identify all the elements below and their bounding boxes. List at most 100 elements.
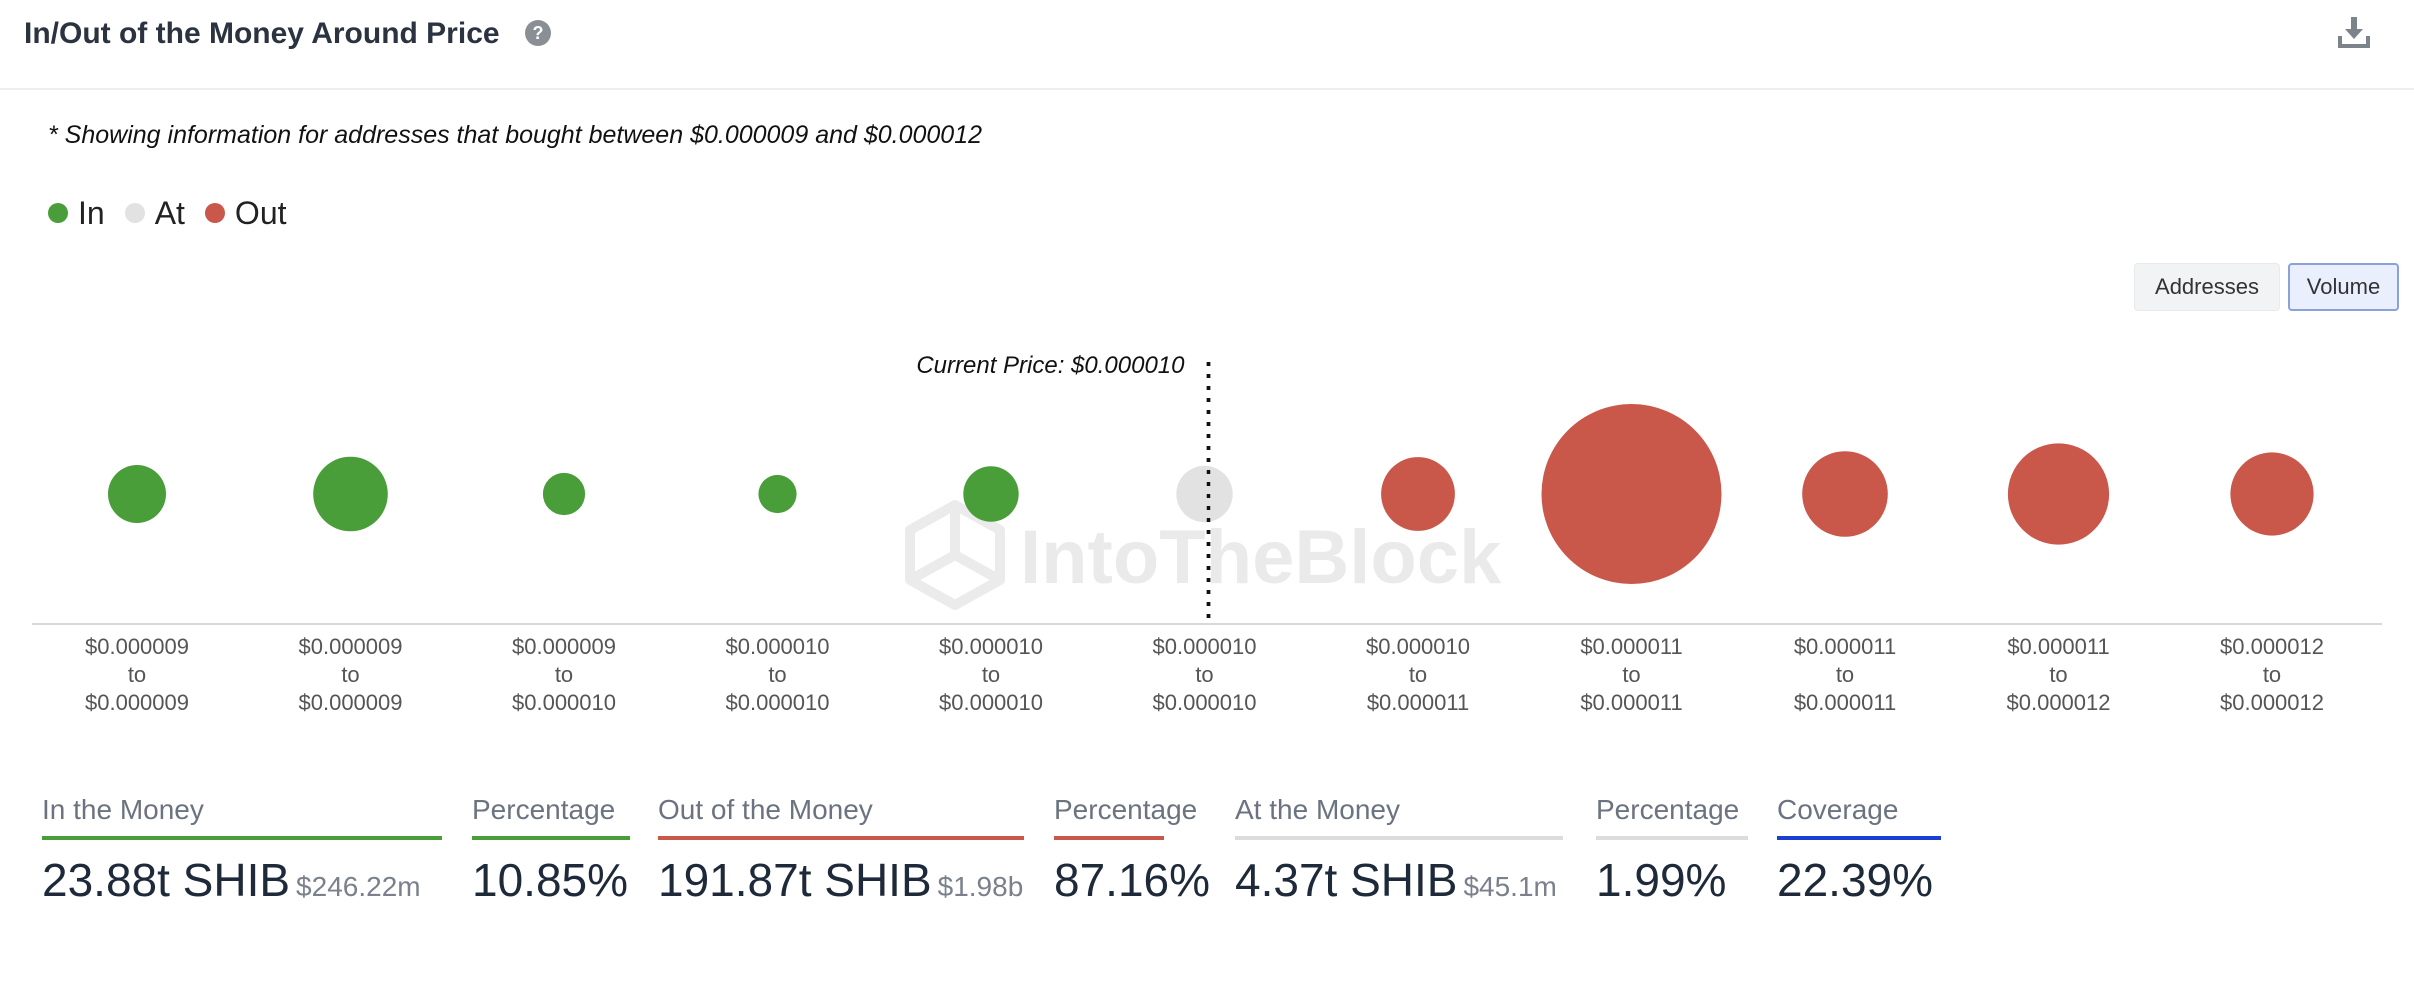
legend-at-marker	[124, 203, 145, 223]
page-title: In/Out of the Money Around Price	[24, 17, 500, 50]
bubble-in	[542, 472, 586, 516]
x-tick-label: $0.000009	[299, 634, 403, 659]
stat-main-value: 1.99%	[1596, 854, 1727, 906]
x-tick-label: to	[2049, 662, 2067, 687]
watermark-logo	[905, 500, 1005, 610]
x-tick-label: to	[2263, 662, 2281, 687]
x-tick-label: to	[1409, 662, 1427, 687]
stat-usd-value: $246.22m	[296, 871, 421, 902]
current-price-label: Current Price: $0.000010	[916, 352, 1185, 379]
x-tick-label: $0.000010	[939, 634, 1043, 659]
stat-coverage: Coverage 22.39%	[1777, 790, 1941, 920]
stat-usd-value: $45.1m	[1463, 871, 1557, 902]
stat-in-the-money: In the Money 23.88t SHIB $246.22m	[42, 790, 442, 920]
x-tick-label: $0.000009	[85, 690, 189, 715]
x-tick-label: $0.000010	[1153, 634, 1257, 659]
x-tick-label: $0.000009	[85, 634, 189, 659]
stat-underline	[1235, 836, 1563, 840]
stat-value: 22.39%	[1777, 852, 1941, 920]
stat-value: 4.37t SHIB $45.1m	[1235, 852, 1563, 920]
stat-value: 1.99%	[1596, 852, 1748, 920]
volume-toggle-button[interactable]: Volume	[2288, 263, 2399, 311]
stat-main-value: 22.39%	[1777, 854, 1934, 906]
legend-at-label: At	[154, 195, 185, 231]
stat-percentage: Percentage 1.99%	[1596, 790, 1748, 920]
legend-item-in[interactable]: In	[48, 193, 105, 233]
stat-label: Percentage	[1054, 794, 1198, 825]
stat-main-value: 191.87t SHIB	[658, 854, 932, 906]
bubble-out	[2230, 452, 2314, 536]
x-tick-label: $0.000012	[2007, 690, 2111, 715]
x-tick-label: $0.000011	[1580, 690, 1682, 715]
x-tick-label: $0.000010	[1153, 690, 1257, 715]
x-tick-label: $0.000011	[1367, 690, 1469, 715]
stat-underline	[658, 836, 1024, 840]
legend-item-out[interactable]: Out	[204, 193, 287, 233]
stat-underline	[1777, 836, 1941, 840]
x-tick-label: $0.000009	[299, 690, 403, 715]
bubble-in	[758, 474, 797, 514]
x-tick-label: $0.000012	[2220, 690, 2324, 715]
x-tick-label: to	[768, 662, 786, 687]
x-tick-label: to	[1195, 662, 1213, 687]
bubble-in	[313, 456, 388, 532]
stat-main-value: 10.85%	[472, 854, 629, 906]
x-tick-label: $0.000010	[939, 690, 1043, 715]
x-tick-label: to	[128, 662, 146, 687]
stat-percentage: Percentage 10.85%	[472, 790, 630, 920]
stat-percentage: Percentage 87.16%	[1054, 790, 1210, 920]
stat-label: Out of the Money	[658, 794, 873, 825]
bubble-in	[963, 466, 1019, 522]
stat-value: 191.87t SHIB $1.98b	[658, 852, 1024, 920]
legend-item-at[interactable]: At	[124, 193, 185, 233]
x-tick-label: to	[341, 662, 359, 687]
x-tick-label: $0.000011	[1794, 634, 1896, 659]
legend: In At Out	[48, 193, 307, 233]
range-note: * Showing information for addresses that…	[48, 121, 983, 149]
bubble-out	[2007, 443, 2110, 545]
header-bar: In/Out of the Money Around Price ?	[0, 0, 2414, 90]
x-tick-label: $0.000011	[1580, 634, 1682, 659]
stat-value: 10.85%	[472, 852, 630, 920]
x-tick-label: $0.000010	[512, 690, 616, 715]
download-icon[interactable]	[2336, 14, 2372, 50]
stat-label: Percentage	[1596, 794, 1740, 825]
svg-text:?: ?	[533, 23, 544, 43]
help-icon[interactable]: ?	[524, 19, 552, 47]
addresses-toggle-button[interactable]: Addresses	[2134, 263, 2280, 311]
x-tick-label: to	[555, 662, 573, 687]
stat-value: 23.88t SHIB $246.22m	[42, 852, 442, 920]
x-tick-label: $0.000010	[1366, 634, 1470, 659]
stat-main-value: 87.16%	[1054, 854, 1211, 906]
x-tick-label: $0.000010	[726, 690, 830, 715]
legend-out-marker	[204, 203, 225, 223]
x-tick-label: $0.000011	[2007, 634, 2109, 659]
stat-main-value: 4.37t SHIB	[1235, 854, 1458, 906]
legend-in-marker	[48, 203, 68, 223]
stat-usd-value: $1.98b	[937, 871, 1024, 902]
bubble-in	[108, 465, 166, 523]
stat-underline	[1596, 836, 1748, 840]
stat-label: Coverage	[1777, 794, 1899, 825]
bubble-out	[1541, 404, 1722, 584]
bubble-at	[1176, 465, 1233, 523]
x-tick-label: $0.000012	[2220, 634, 2324, 659]
x-tick-label: $0.000009	[512, 634, 616, 659]
legend-out-label: Out	[234, 195, 287, 231]
x-tick-label: to	[982, 662, 1000, 687]
stat-out-of-the-money: Out of the Money 191.87t SHIB $1.98b	[658, 790, 1024, 920]
bubble-out	[1381, 457, 1455, 531]
bubble-out	[1802, 451, 1888, 537]
x-tick-label: $0.000010	[726, 634, 830, 659]
stat-at-the-money: At the Money 4.37t SHIB $45.1m	[1235, 790, 1563, 920]
legend-in-label: In	[78, 195, 105, 231]
stat-underline	[472, 836, 630, 840]
stat-underline	[1054, 836, 1164, 840]
stat-underline	[42, 836, 442, 840]
stat-label: In the Money	[42, 794, 204, 825]
stat-main-value: 23.88t SHIB	[42, 854, 291, 906]
stat-value: 87.16%	[1054, 852, 1210, 920]
x-tick-label: to	[1622, 662, 1640, 687]
stat-label: Percentage	[472, 794, 616, 825]
